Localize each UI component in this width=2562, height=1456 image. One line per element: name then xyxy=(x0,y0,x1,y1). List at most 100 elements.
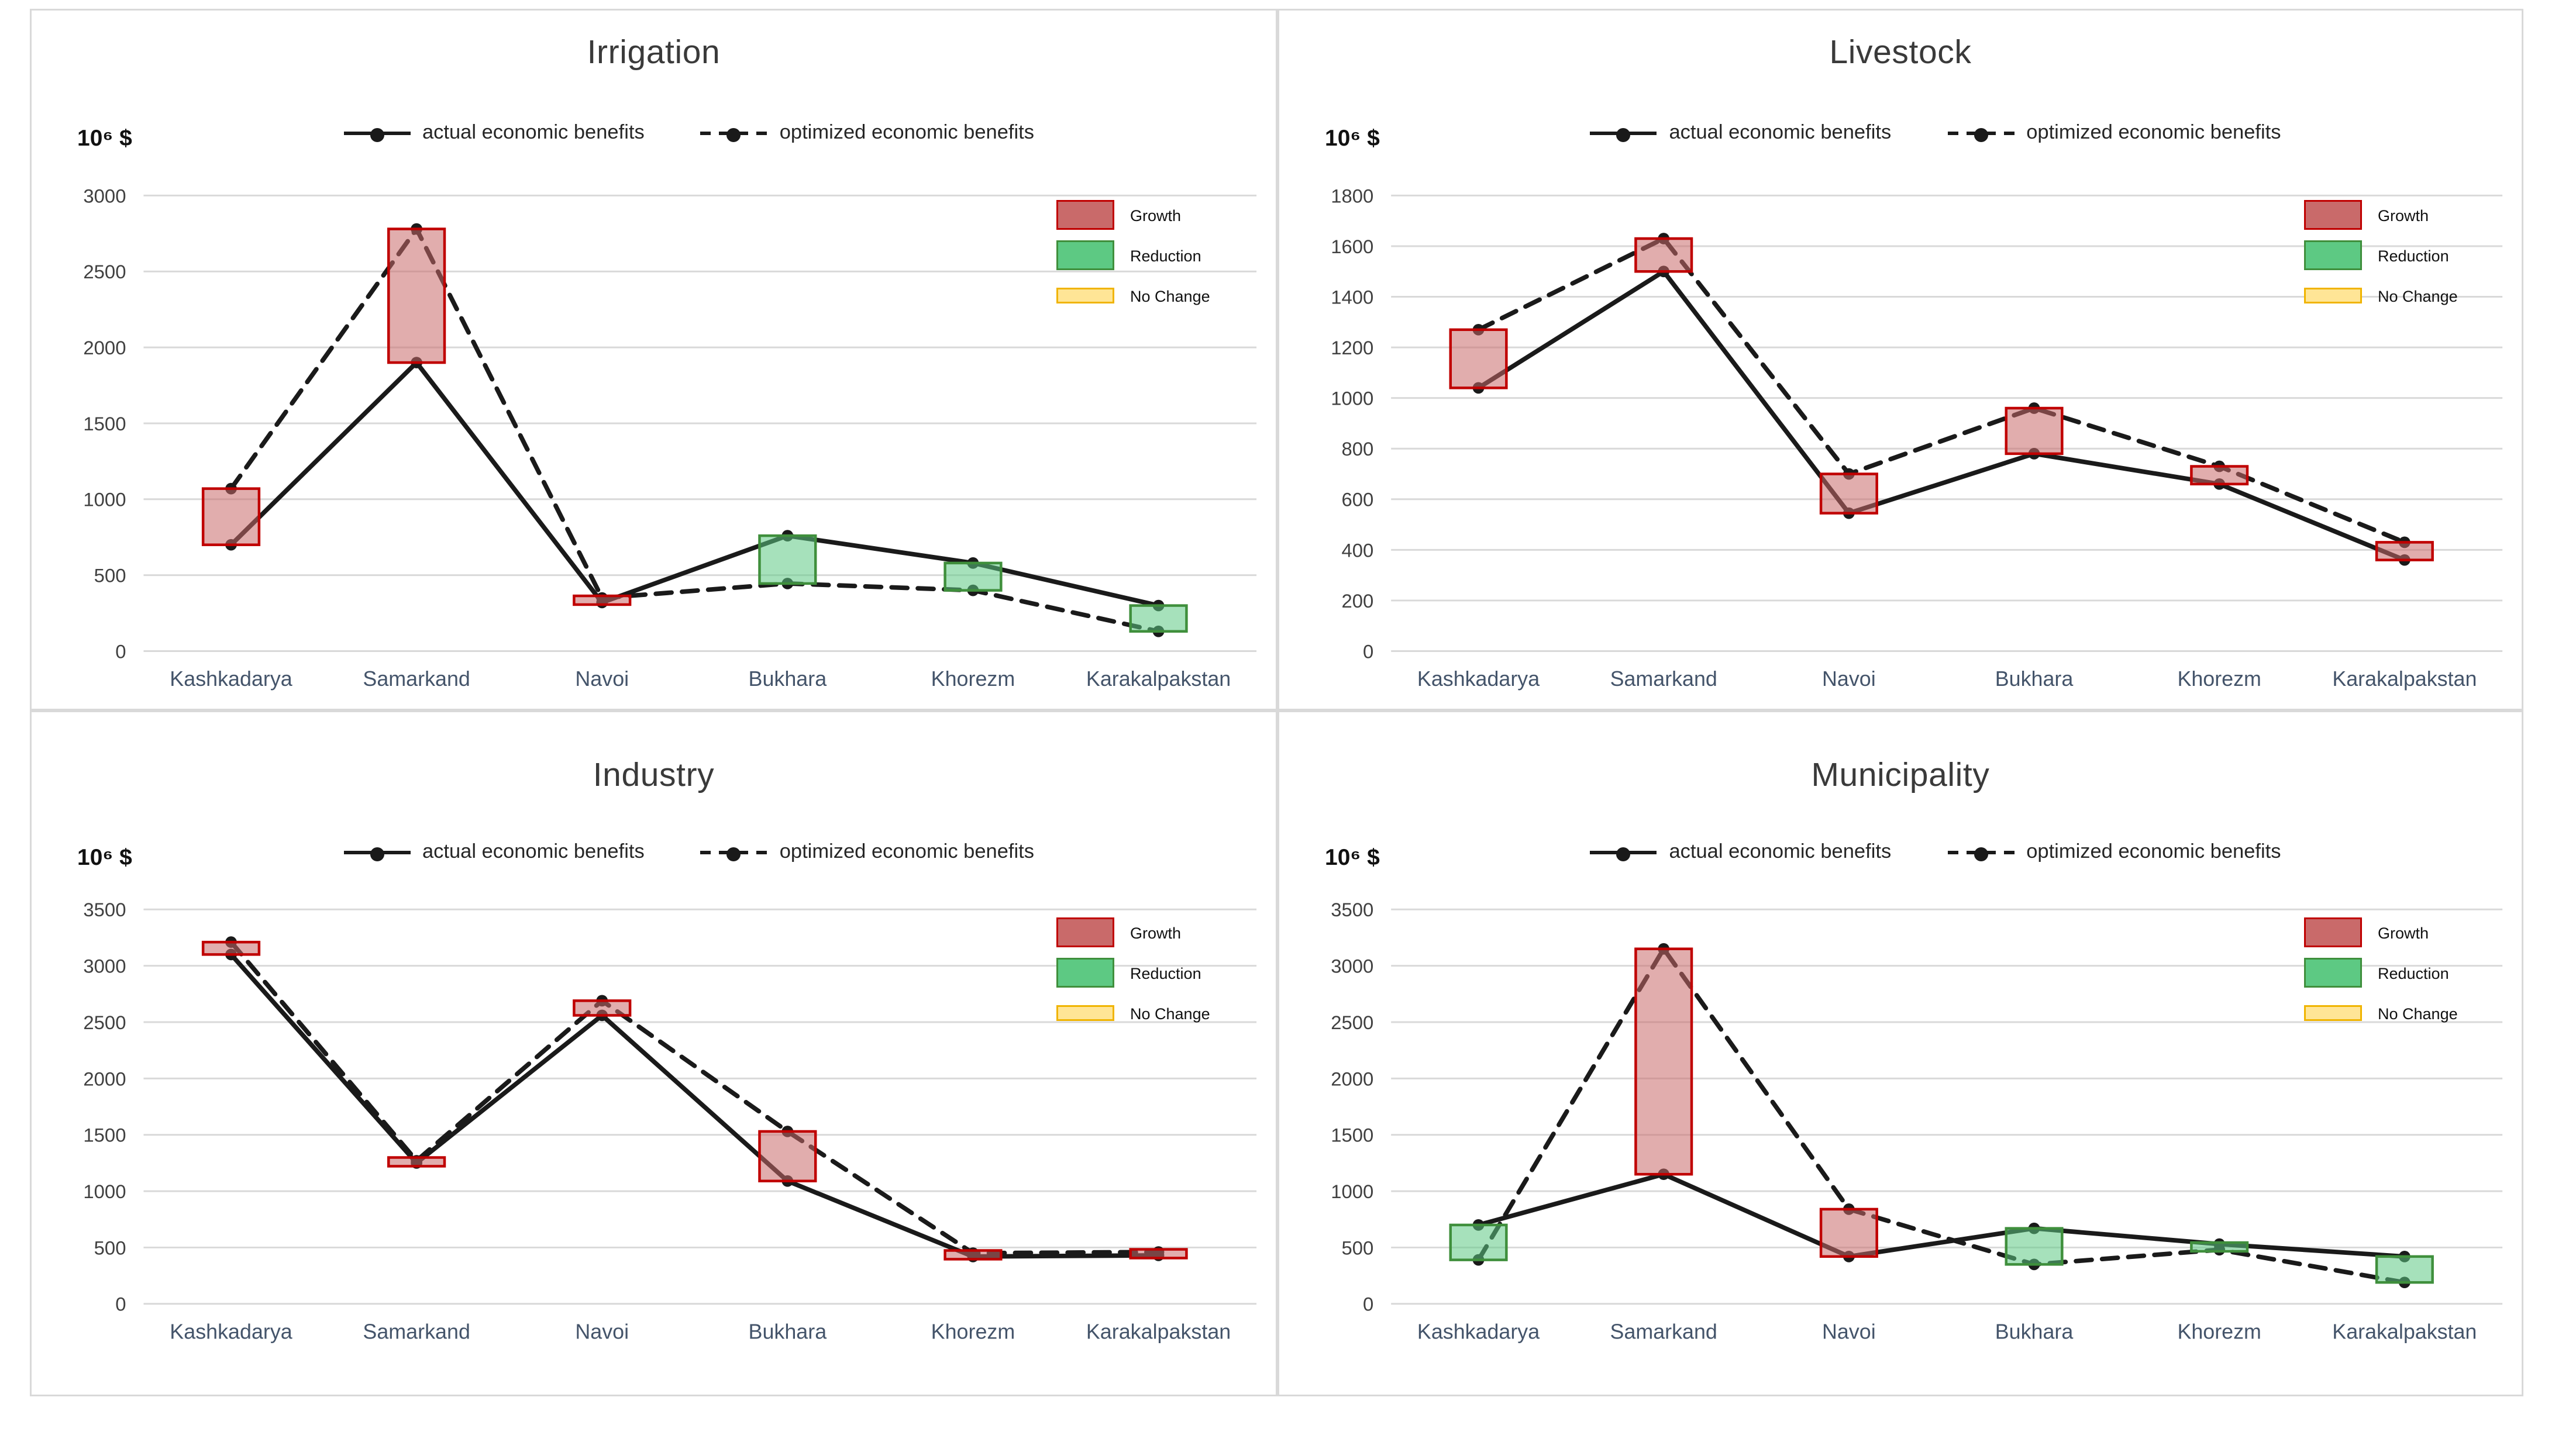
svg-text:Karakalpakstan: Karakalpakstan xyxy=(1086,1320,1231,1344)
svg-text:2500: 2500 xyxy=(83,1012,126,1033)
change-legend-label: No Change xyxy=(1130,287,1210,305)
change-legend-label: Reduction xyxy=(1130,964,1201,982)
change-legend-label: Reduction xyxy=(1130,246,1201,264)
svg-text:1800: 1800 xyxy=(1331,185,1373,206)
series-legend: actual economic benefits optimized econo… xyxy=(102,842,1276,863)
series-legend-label: actual economic benefits xyxy=(1669,123,1892,144)
svg-text:1200: 1200 xyxy=(1331,337,1373,358)
svg-text:3000: 3000 xyxy=(83,955,126,977)
change-legend-row: Reduction xyxy=(2304,958,2458,988)
svg-text:Khorezm: Khorezm xyxy=(931,1320,1015,1344)
panel-municipality: Municipality 10⁶ $ actual economic benef… xyxy=(1277,710,2523,1396)
change-legend-row: Growth xyxy=(2304,917,2458,947)
svg-text:Bukhara: Bukhara xyxy=(1995,1320,2074,1344)
svg-text:500: 500 xyxy=(94,565,126,586)
svg-text:800: 800 xyxy=(1342,438,1374,460)
change-legend-row: No Change xyxy=(1056,281,1210,310)
charts-grid: Irrigation 10⁶ $ actual economic benefit… xyxy=(30,9,2562,1396)
change-legend-label: Reduction xyxy=(2378,246,2449,264)
svg-text:2500: 2500 xyxy=(1331,1012,1373,1033)
series-legend-label: optimized economic benefits xyxy=(2026,123,2281,144)
chart-title: Livestock xyxy=(1829,35,1972,72)
chart-plot: 0 500 1000 1500 2000 2500 3000 Kashkadarya Samar… xyxy=(83,185,1257,691)
change-legend-label: Growth xyxy=(2378,923,2429,941)
legend-item-actual: actual economic benefits xyxy=(343,842,645,863)
legend-item-optimized: optimized economic benefits xyxy=(1947,123,2281,144)
series-legend: actual economic benefits optimized econo… xyxy=(102,123,1276,144)
solid-line-marker-icon xyxy=(1590,132,1657,135)
svg-text:1400: 1400 xyxy=(1331,286,1373,308)
panel-industry: Industry 10⁶ $ actual economic benefits … xyxy=(30,710,1277,1396)
svg-text:Samarkand: Samarkand xyxy=(1610,1320,1717,1344)
svg-text:1000: 1000 xyxy=(83,489,126,510)
svg-text:Samarkand: Samarkand xyxy=(1610,667,1717,691)
dashed-line-marker-icon xyxy=(1947,851,2015,854)
no-change-swatch-icon xyxy=(2304,1005,2362,1021)
svg-text:400: 400 xyxy=(1342,539,1374,561)
y-axis-unit-label: 10⁶ $ xyxy=(1325,844,1380,870)
growth-swatch-icon xyxy=(1056,200,1114,230)
growth-swatch-icon xyxy=(2304,917,2362,947)
svg-text:1000: 1000 xyxy=(1331,388,1373,409)
change-legend: Growth Reduction No Change xyxy=(1056,200,1210,310)
solid-line-marker-icon xyxy=(343,132,410,135)
svg-text:500: 500 xyxy=(1342,1237,1374,1258)
svg-text:2000: 2000 xyxy=(83,1068,126,1089)
svg-text:1600: 1600 xyxy=(1331,236,1373,257)
change-legend-label: No Change xyxy=(2378,287,2458,305)
svg-text:1500: 1500 xyxy=(1331,1124,1373,1146)
growth-swatch-icon xyxy=(1056,917,1114,947)
svg-text:Kashkadarya: Kashkadarya xyxy=(1417,1320,1540,1344)
series-legend: actual economic benefits optimized econo… xyxy=(1349,123,2522,144)
chart-title: Irrigation xyxy=(587,35,721,72)
svg-text:Karakalpakstan: Karakalpakstan xyxy=(2332,1320,2477,1344)
no-change-swatch-icon xyxy=(1056,288,1114,303)
change-legend-row: No Change xyxy=(1056,998,1210,1028)
legend-item-actual: actual economic benefits xyxy=(343,123,645,144)
svg-text:Bukhara: Bukhara xyxy=(749,667,827,691)
svg-text:Khorezm: Khorezm xyxy=(2177,1320,2261,1344)
change-legend-row: Reduction xyxy=(1056,240,1210,270)
chart-title: Municipality xyxy=(1811,758,1990,795)
series-legend-label: actual economic benefits xyxy=(1669,842,1892,863)
change-legend-row: Reduction xyxy=(2304,240,2458,270)
growth-swatch-icon xyxy=(2304,200,2362,230)
svg-text:2000: 2000 xyxy=(83,337,126,358)
change-legend-label: No Change xyxy=(2378,1004,2458,1022)
series-legend-label: optimized economic benefits xyxy=(779,123,1035,144)
change-legend-label: Growth xyxy=(2378,206,2429,224)
change-legend-row: Growth xyxy=(2304,200,2458,230)
svg-text:Karakalpakstan: Karakalpakstan xyxy=(2332,667,2477,691)
y-axis-unit-label: 10⁶ $ xyxy=(77,125,132,151)
series-legend: actual economic benefits optimized econo… xyxy=(1349,842,2522,863)
svg-text:Bukhara: Bukhara xyxy=(749,1320,827,1344)
svg-text:Navoi: Navoi xyxy=(1822,1320,1876,1344)
change-legend-row: No Change xyxy=(2304,281,2458,310)
svg-text:Navoi: Navoi xyxy=(575,1320,629,1344)
chart-plot: 0 500 1000 1500 2000 2500 3000 3500 Kashkadarya S… xyxy=(1331,899,2503,1344)
svg-text:0: 0 xyxy=(1363,1293,1373,1315)
y-axis-unit-label: 10⁶ $ xyxy=(1325,125,1380,151)
change-legend-row: Reduction xyxy=(1056,958,1210,988)
change-legend-row: Growth xyxy=(1056,200,1210,230)
series-legend-label: optimized economic benefits xyxy=(2026,842,2281,863)
series-legend-label: actual economic benefits xyxy=(422,123,645,144)
change-legend: Growth Reduction No Change xyxy=(1056,917,1210,1028)
change-legend-label: Reduction xyxy=(2378,964,2449,982)
svg-text:1000: 1000 xyxy=(83,1181,126,1202)
four-panel-chart-figure: Irrigation 10⁶ $ actual economic benefit… xyxy=(0,9,2562,1456)
panel-irrigation: Irrigation 10⁶ $ actual economic benefit… xyxy=(30,9,1277,710)
reduction-swatch-icon xyxy=(2304,240,2362,270)
svg-text:600: 600 xyxy=(1342,489,1374,510)
chart-plot: 0 500 1000 1500 2000 2500 3000 3500 Kashkadarya S… xyxy=(83,899,1257,1344)
solid-line-marker-icon xyxy=(1590,851,1657,854)
reduction-swatch-icon xyxy=(2304,958,2362,988)
svg-text:2000: 2000 xyxy=(1331,1068,1373,1089)
change-legend: Growth Reduction No Change xyxy=(2304,200,2458,310)
chart-title: Industry xyxy=(593,758,715,795)
svg-text:3000: 3000 xyxy=(83,185,126,206)
svg-text:1500: 1500 xyxy=(83,413,126,434)
no-change-swatch-icon xyxy=(2304,288,2362,303)
svg-text:3500: 3500 xyxy=(1331,899,1373,920)
svg-text:2500: 2500 xyxy=(83,261,126,282)
